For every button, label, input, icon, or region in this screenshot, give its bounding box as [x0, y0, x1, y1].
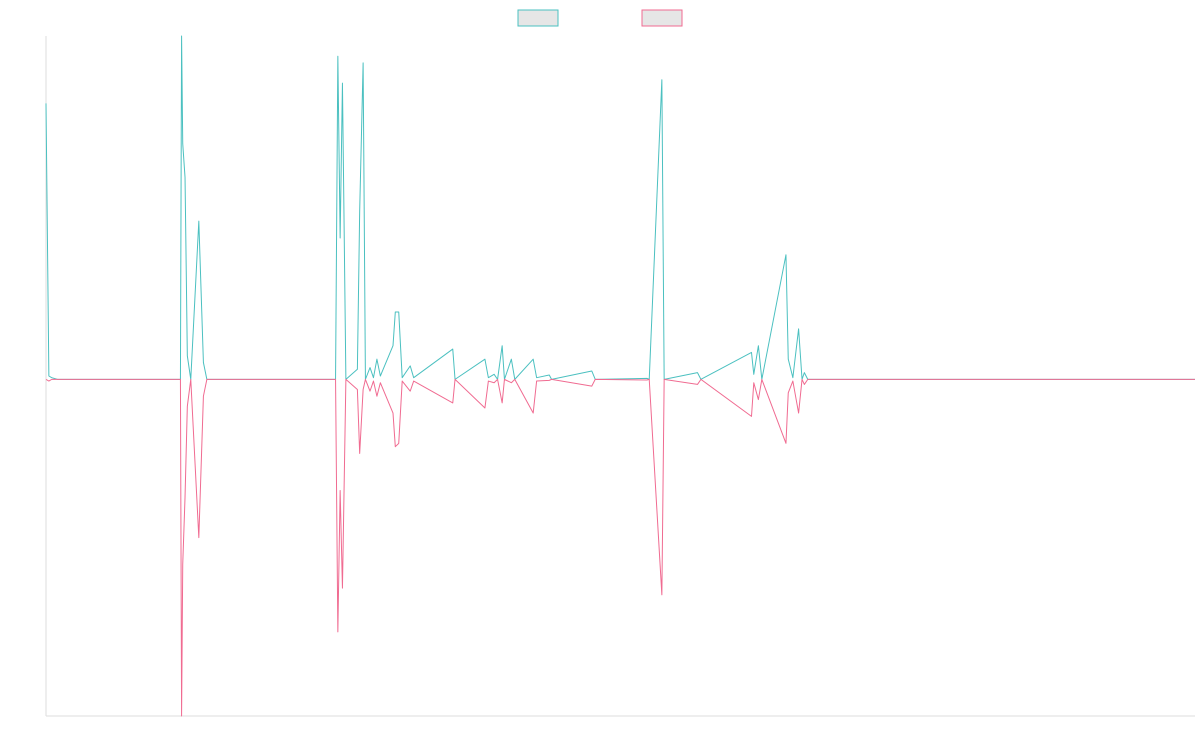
legend-swatch-1[interactable]: [517, 9, 559, 27]
series-line-2: [45, 378, 1195, 717]
series-layer: [45, 35, 1195, 717]
chart-legend: [517, 9, 683, 27]
legend-swatch-2[interactable]: [641, 9, 683, 27]
series-line-1: [45, 35, 1195, 380]
